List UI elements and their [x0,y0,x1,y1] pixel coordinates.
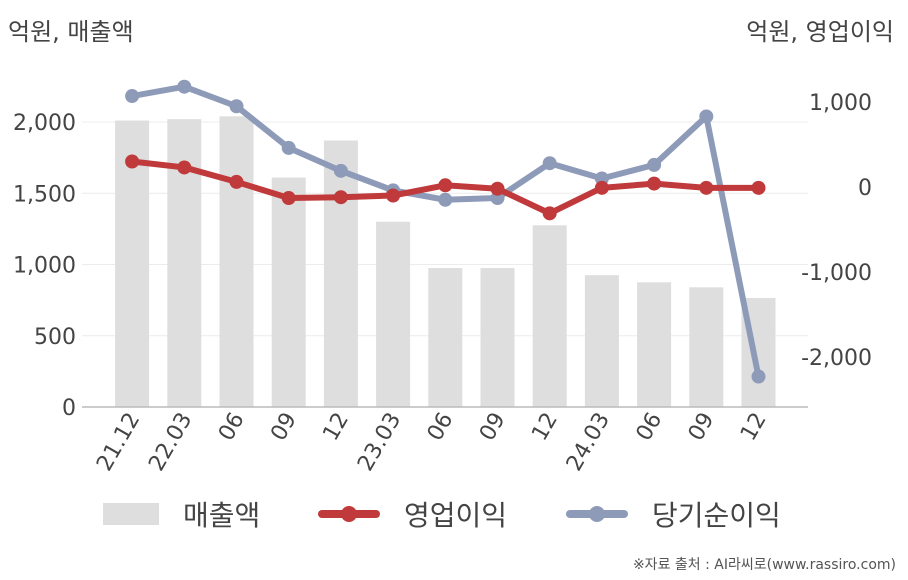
x-tick-label: 21.12 [92,409,145,476]
left-tick-label: 1,000 [13,254,76,279]
x-tick-label: 24.03 [562,409,615,476]
legend-swatch-sales [103,503,159,525]
sales-bar [219,116,254,408]
legend-item-op: 영업이익 [318,492,507,536]
left-tick-label: 1,500 [13,182,76,207]
sales-bar [480,268,515,407]
operating-profit-point [125,154,140,169]
operating-profit-point [699,180,714,195]
net-income-point [751,369,766,384]
x-tick-label: 06 [632,409,668,446]
right-axis-unit: 억원, 영업이익 [746,18,894,46]
operating-profit-point [751,180,766,195]
x-tick-label: 12 [527,409,563,446]
legend-label-net: 당기순이익 [652,499,781,532]
x-tick-label: 09 [266,409,302,446]
legend-swatch-net [566,503,628,525]
right-tick-label: -1,000 [801,261,872,286]
sales-bar [271,177,306,407]
sales-bar [376,221,411,407]
left-tick-label: 0 [62,396,76,421]
legend-item-net: 당기순이익 [566,492,781,536]
sales-bar [584,275,619,407]
operating-profit-point [490,181,505,196]
legend-item-sales: 매출액 [103,492,260,536]
net-income-point [281,140,296,155]
x-tick-label: 06 [423,409,459,446]
operating-profit-point [177,160,192,175]
net-income-point [333,163,348,178]
sales-bar [689,287,724,407]
sales-bars [115,116,776,408]
legend-label-sales: 매출액 [183,499,261,532]
legend-swatch-op [318,503,380,525]
right-tick-label: 1,000 [809,91,872,116]
left-axis-unit: 억원, 매출액 [8,18,134,46]
operating-profit-point [281,191,296,206]
left-tick-label: 2,000 [13,111,76,136]
operating-profit-point [333,190,348,205]
net-income-point [542,156,557,171]
legend-label-op: 영업이익 [404,499,508,532]
operating-profit-point [386,188,401,203]
net-income-point [438,192,453,207]
sales-bar [532,225,567,407]
right-tick-label: -2,000 [801,346,872,371]
x-tick-label: 23.03 [353,409,406,476]
source-note: ※자료 출처 : AI라씨로(www.rassiro.com) [632,557,896,573]
sales-bar [428,268,463,407]
x-tick-label: 06 [214,409,250,446]
x-tick-label: 09 [684,409,720,446]
operating-profit-point [594,180,609,195]
net-income-point [125,89,140,104]
operating-profit-point [647,176,662,191]
operating-profit-point [438,178,453,193]
combo-chart: 0 500 1,000 1,500 2,000 1,000 0 -1,000 -2,000 21.… [13,79,872,476]
legend: 매출액 영업이익 당기순이익 [0,492,908,536]
x-tick-label: 12 [736,409,772,446]
sales-bar [637,282,672,407]
net-income-point [647,157,662,172]
sales-bar [323,140,358,407]
x-tick-label: 22.03 [144,409,197,476]
net-income-point [699,109,714,124]
left-tick-label: 500 [34,325,76,350]
operating-profit-point [229,174,244,189]
right-tick-label: 0 [858,176,872,201]
x-tick-label: 09 [475,409,511,446]
profit-lines [125,79,766,384]
net-income-point [177,79,192,94]
net-income-point [229,99,244,114]
operating-profit-point [542,206,557,221]
x-tick-label: 12 [318,409,354,446]
